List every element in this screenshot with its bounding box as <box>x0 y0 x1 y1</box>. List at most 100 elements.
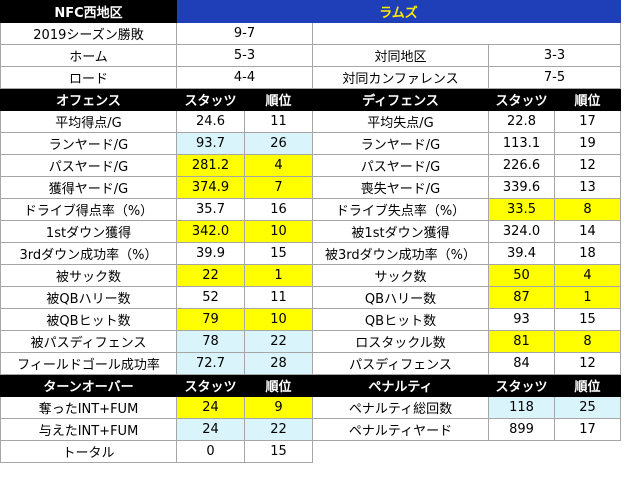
offense-stat-value: 24.6 <box>176 110 245 133</box>
penalty-rank-header: 順位 <box>554 374 621 397</box>
defense-stat-rank: 18 <box>554 242 621 265</box>
stat-row: 被QBハリー数 52 11 QBハリー数 87 1 <box>0 286 621 309</box>
defense-stat-label: 被3rdダウン成功率（%） <box>312 242 489 265</box>
home-label: ホーム <box>0 44 177 67</box>
stat-row: 被サック数 22 1 サック数 50 4 <box>0 264 621 287</box>
offense-stat-rank: 28 <box>244 352 313 375</box>
defense-stat-label: 被1stダウン獲得 <box>312 220 489 243</box>
defense-stat-rank: 8 <box>554 198 621 221</box>
defense-stat-value: 84 <box>488 352 555 375</box>
turnover-penalty-row: 与えたINT+FUM 24 22 ペナルティヤード 899 17 <box>0 418 621 441</box>
turnover-rank: 9 <box>244 396 313 419</box>
defense-stat-rank: 12 <box>554 154 621 177</box>
defense-stat-label: QBハリー数 <box>312 286 489 309</box>
defense-stat-rank: 14 <box>554 220 621 243</box>
defense-stat-rank: 4 <box>554 264 621 287</box>
season-record-label: 2019シーズン勝敗 <box>0 22 177 45</box>
offense-rank-header: 順位 <box>244 88 313 111</box>
offense-stat-value: 342.0 <box>176 220 245 243</box>
season-record-row: 2019シーズン勝敗 9-7 <box>0 22 621 45</box>
defense-stat-value: 81 <box>488 330 555 353</box>
penalty-rank: 25 <box>554 396 621 419</box>
stat-row: 獲得ヤード/G 374.9 7 喪失ヤード/G 339.6 13 <box>0 176 621 199</box>
division-title: NFC西地区 <box>0 0 177 23</box>
defense-stat-value: 226.6 <box>488 154 555 177</box>
home-record-row: ホーム 5-3 対同地区 3-3 <box>0 44 621 67</box>
turnover-stats-header: スタッツ <box>176 374 245 397</box>
offense-stat-label: 獲得ヤード/G <box>0 176 177 199</box>
defense-stat-rank: 19 <box>554 132 621 155</box>
defense-stat-label: パスディフェンス <box>312 352 489 375</box>
offense-stat-value: 79 <box>176 308 245 331</box>
turnover-value: 0 <box>176 440 245 463</box>
defense-stat-value: 50 <box>488 264 555 287</box>
defense-stat-label: 喪失ヤード/G <box>312 176 489 199</box>
offense-stat-rank: 10 <box>244 308 313 331</box>
defense-stat-label: ドライブ失点率（%） <box>312 198 489 221</box>
turnover-label: 与えたINT+FUM <box>0 418 177 441</box>
stat-row: ランヤード/G 93.7 26 ランヤード/G 113.1 19 <box>0 132 621 155</box>
stat-row: 被QBヒット数 79 10 QBヒット数 93 15 <box>0 308 621 331</box>
offense-stat-label: 3rdダウン成功率（%） <box>0 242 177 265</box>
season-record-blank <box>312 22 621 45</box>
offense-stat-value: 374.9 <box>176 176 245 199</box>
offense-stat-label: フィールドゴール成功率 <box>0 352 177 375</box>
offense-stat-rank: 15 <box>244 242 313 265</box>
defense-stat-value: 33.5 <box>488 198 555 221</box>
turnover-label: 奪ったINT+FUM <box>0 396 177 419</box>
defense-stat-value: 22.8 <box>488 110 555 133</box>
offense-stat-value: 72.7 <box>176 352 245 375</box>
turnover-penalty-row: トータル 0 15 <box>0 440 621 463</box>
turnover-penalty-header-row: ターンオーバー スタッツ 順位 ペナルティ スタッツ 順位 <box>0 374 621 397</box>
penalty-stats-header: スタッツ <box>488 374 555 397</box>
home-value: 5-3 <box>176 44 313 67</box>
defense-stat-label: ランヤード/G <box>312 132 489 155</box>
conference-record-label: 対同カンファレンス <box>312 66 489 89</box>
penalty-value: 118 <box>488 396 555 419</box>
offense-stat-label: ランヤード/G <box>0 132 177 155</box>
offense-stat-rank: 11 <box>244 286 313 309</box>
empty-cell <box>313 441 621 463</box>
turnover-header: ターンオーバー <box>0 374 177 397</box>
offense-stat-label: 平均得点/G <box>0 110 177 133</box>
defense-stat-value: 93 <box>488 308 555 331</box>
offense-stat-rank: 10 <box>244 220 313 243</box>
stat-row: 平均得点/G 24.6 11 平均失点/G 22.8 17 <box>0 110 621 133</box>
offense-stat-value: 78 <box>176 330 245 353</box>
stat-row: パスヤード/G 281.2 4 パスヤード/G 226.6 12 <box>0 154 621 177</box>
division-record-value: 3-3 <box>488 44 621 67</box>
turnover-rank: 15 <box>244 440 313 463</box>
defense-stat-label: パスヤード/G <box>312 154 489 177</box>
turnover-label: トータル <box>0 440 177 463</box>
defense-stat-value: 113.1 <box>488 132 555 155</box>
defense-stat-value: 39.4 <box>488 242 555 265</box>
defense-stat-label: ロスタックル数 <box>312 330 489 353</box>
stat-row: 1stダウン獲得 342.0 10 被1stダウン獲得 324.0 14 <box>0 220 621 243</box>
defense-stat-label: サック数 <box>312 264 489 287</box>
offense-stat-rank: 26 <box>244 132 313 155</box>
penalty-value: 899 <box>488 418 555 441</box>
offense-stats-header: スタッツ <box>176 88 245 111</box>
offense-stat-value: 35.7 <box>176 198 245 221</box>
defense-stat-rank: 1 <box>554 286 621 309</box>
penalty-header: ペナルティ <box>312 374 489 397</box>
stat-row: 被パスディフェンス 78 22 ロスタックル数 81 8 <box>0 330 621 353</box>
stat-row: ドライブ得点率（%） 35.7 16 ドライブ失点率（%） 33.5 8 <box>0 198 621 221</box>
defense-stat-label: 平均失点/G <box>312 110 489 133</box>
offense-stat-value: 93.7 <box>176 132 245 155</box>
defense-stat-value: 324.0 <box>488 220 555 243</box>
turnover-value: 24 <box>176 418 245 441</box>
offense-header: オフェンス <box>0 88 177 111</box>
stat-row: 3rdダウン成功率（%） 39.9 15 被3rdダウン成功率（%） 39.4 18 <box>0 242 621 265</box>
season-record-value: 9-7 <box>176 22 313 45</box>
offense-stat-label: 被サック数 <box>0 264 177 287</box>
offense-stat-label: ドライブ得点率（%） <box>0 198 177 221</box>
turnover-value: 24 <box>176 396 245 419</box>
offense-stat-value: 52 <box>176 286 245 309</box>
defense-stat-rank: 12 <box>554 352 621 375</box>
offense-stat-label: 被パスディフェンス <box>0 330 177 353</box>
offense-stat-label: 1stダウン獲得 <box>0 220 177 243</box>
team-name: ラムズ <box>176 0 621 23</box>
penalty-label: ペナルティヤード <box>312 418 489 441</box>
offense-stat-rank: 7 <box>244 176 313 199</box>
